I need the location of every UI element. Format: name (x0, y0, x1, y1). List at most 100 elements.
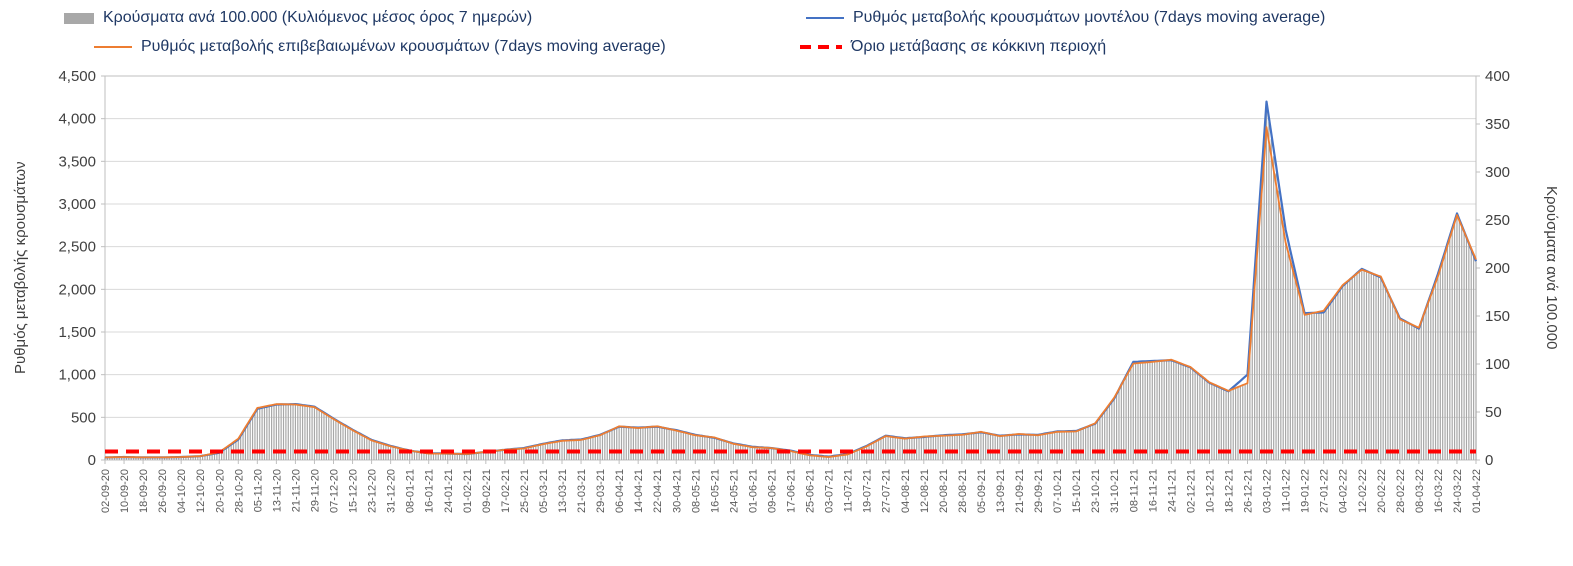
svg-text:1,000: 1,000 (58, 367, 96, 384)
svg-text:12-02-22: 12-02-22 (1357, 469, 1369, 513)
svg-text:3,500: 3,500 (58, 153, 96, 170)
svg-text:24-11-21: 24-11-21 (1166, 469, 1178, 512)
svg-text:200: 200 (1485, 260, 1510, 277)
svg-text:27-01-22: 27-01-22 (1319, 469, 1331, 513)
legend-label-confirmed-rate: Ρυθμός μεταβολής επιβεβαιωμένων κρουσμάτ… (141, 38, 666, 55)
svg-text:08-11-21: 08-11-21 (1128, 469, 1140, 512)
confirmed-line-swatch (94, 46, 132, 48)
svg-text:21-03-21: 21-03-21 (576, 469, 588, 513)
svg-text:31-12-20: 31-12-20 (386, 469, 398, 513)
svg-text:06-04-21: 06-04-21 (614, 469, 626, 513)
legend-label-model-rate: Ρυθμός μεταβολής κρουσμάτων μοντέλου (7d… (853, 9, 1326, 26)
svg-text:05-03-21: 05-03-21 (538, 469, 550, 513)
svg-text:24-05-21: 24-05-21 (728, 469, 740, 513)
svg-text:26-09-20: 26-09-20 (157, 469, 169, 513)
svg-text:16-11-21: 16-11-21 (1147, 469, 1159, 512)
svg-text:08-05-21: 08-05-21 (690, 469, 702, 513)
svg-text:50: 50 (1485, 404, 1502, 421)
svg-text:16-05-21: 16-05-21 (709, 469, 721, 513)
svg-text:21-11-20: 21-11-20 (290, 469, 302, 512)
svg-text:27-07-21: 27-07-21 (881, 469, 893, 513)
svg-text:04-02-22: 04-02-22 (1338, 469, 1350, 513)
bar-series-swatch (64, 12, 94, 24)
svg-text:07-10-21: 07-10-21 (1052, 469, 1064, 513)
svg-text:22-04-21: 22-04-21 (652, 469, 664, 513)
svg-text:18-09-20: 18-09-20 (138, 469, 150, 513)
svg-text:25-02-21: 25-02-21 (519, 469, 531, 513)
svg-text:4,500: 4,500 (58, 68, 96, 85)
svg-text:2,000: 2,000 (58, 281, 96, 298)
svg-text:17-06-21: 17-06-21 (786, 469, 798, 513)
svg-text:17-02-21: 17-02-21 (500, 469, 512, 513)
svg-text:1,500: 1,500 (58, 324, 96, 341)
svg-text:23-10-21: 23-10-21 (1090, 469, 1102, 513)
svg-text:09-06-21: 09-06-21 (766, 469, 778, 513)
svg-text:10-12-21: 10-12-21 (1204, 469, 1216, 513)
threshold-line-swatch (800, 45, 842, 49)
svg-text:25-06-21: 25-06-21 (805, 469, 817, 513)
svg-text:250: 250 (1485, 212, 1510, 229)
svg-text:28-10-20: 28-10-20 (233, 469, 245, 513)
svg-text:4,000: 4,000 (58, 111, 96, 128)
svg-text:29-09-21: 29-09-21 (1033, 469, 1045, 513)
svg-text:100: 100 (1485, 356, 1510, 373)
svg-text:15-10-21: 15-10-21 (1071, 469, 1083, 513)
svg-text:08-03-22: 08-03-22 (1414, 469, 1426, 513)
svg-text:18-12-21: 18-12-21 (1223, 469, 1235, 513)
svg-text:150: 150 (1485, 308, 1510, 325)
svg-text:0: 0 (1485, 452, 1493, 469)
svg-text:03-01-22: 03-01-22 (1262, 469, 1274, 513)
legend-label-cases-per-100k: Κρούσματα ανά 100.000 (Κυλιόμενος μέσος … (103, 9, 533, 26)
svg-text:12-08-21: 12-08-21 (919, 469, 931, 513)
svg-text:500: 500 (71, 409, 96, 426)
legend-label-red-threshold: Όριο μετάβασης σε κόκκινη περιοχή (851, 38, 1107, 55)
svg-text:01-06-21: 01-06-21 (747, 469, 759, 513)
svg-text:01-04-22: 01-04-22 (1471, 469, 1483, 513)
svg-text:30-04-21: 30-04-21 (671, 469, 683, 513)
svg-text:24-03-22: 24-03-22 (1452, 469, 1464, 513)
svg-text:0: 0 (88, 452, 96, 469)
svg-text:14-04-21: 14-04-21 (633, 469, 645, 513)
svg-text:10-09-20: 10-09-20 (119, 469, 131, 513)
chart-legend: Κρούσματα ανά 100.000 (Κυλιόμενος μέσος … (0, 0, 1573, 64)
svg-text:29-11-20: 29-11-20 (309, 469, 321, 512)
y-axis-title-right: Κρούσματα ανά 100.000 (1543, 186, 1560, 350)
svg-text:400: 400 (1485, 68, 1510, 85)
svg-text:23-12-20: 23-12-20 (367, 469, 379, 513)
svg-text:20-10-20: 20-10-20 (214, 469, 226, 513)
svg-text:300: 300 (1485, 164, 1510, 181)
svg-text:3,000: 3,000 (58, 196, 96, 213)
svg-text:02-12-21: 02-12-21 (1185, 469, 1197, 513)
svg-text:08-01-21: 08-01-21 (405, 469, 417, 513)
svg-text:24-01-21: 24-01-21 (443, 469, 455, 513)
svg-text:19-07-21: 19-07-21 (862, 469, 874, 513)
y-axis-title-left: Ρυθμός μεταβολής κρουσμάτων (12, 161, 29, 374)
chart-area: 0 500 1,000 1,500 2,000 2,500 3,000 3,500 4,000 4… (0, 64, 1573, 566)
svg-text:12-10-20: 12-10-20 (195, 469, 207, 513)
svg-text:16-03-22: 16-03-22 (1433, 469, 1445, 513)
legend-item-cases-per-100k: Κρούσματα ανά 100.000 (Κυλιόμενος μέσος … (64, 9, 532, 27)
svg-text:13-03-21: 13-03-21 (557, 469, 569, 513)
svg-text:04-08-21: 04-08-21 (900, 469, 912, 513)
svg-text:07-12-20: 07-12-20 (329, 469, 341, 513)
svg-text:09-02-21: 09-02-21 (481, 469, 493, 513)
svg-text:11-07-21: 11-07-21 (843, 469, 855, 512)
legend-item-confirmed-rate: Ρυθμός μεταβολής επιβεβαιωμένων κρουσμάτ… (94, 38, 666, 56)
svg-text:03-07-21: 03-07-21 (824, 469, 836, 513)
model-line-swatch (806, 17, 844, 19)
svg-text:19-01-22: 19-01-22 (1300, 469, 1312, 513)
svg-text:05-09-21: 05-09-21 (976, 469, 988, 513)
svg-text:16-01-21: 16-01-21 (424, 469, 436, 513)
chart-canvas: 05001,0001,5002,0002,5003,0003,5004,0004… (58, 68, 1510, 513)
svg-text:28-02-22: 28-02-22 (1395, 469, 1407, 513)
svg-text:01-02-21: 01-02-21 (462, 469, 474, 513)
svg-text:13-11-20: 13-11-20 (271, 469, 283, 512)
legend-item-model-rate: Ρυθμός μεταβολής κρουσμάτων μοντέλου (7d… (806, 9, 1325, 27)
svg-text:2,500: 2,500 (58, 239, 96, 256)
svg-text:20-02-22: 20-02-22 (1376, 469, 1388, 513)
svg-text:20-08-21: 20-08-21 (938, 469, 950, 513)
svg-text:11-01-22: 11-01-22 (1281, 469, 1293, 512)
legend-item-red-threshold: Όριο μετάβασης σε κόκκινη περιοχή (800, 38, 1106, 56)
svg-text:21-09-21: 21-09-21 (1014, 469, 1026, 513)
